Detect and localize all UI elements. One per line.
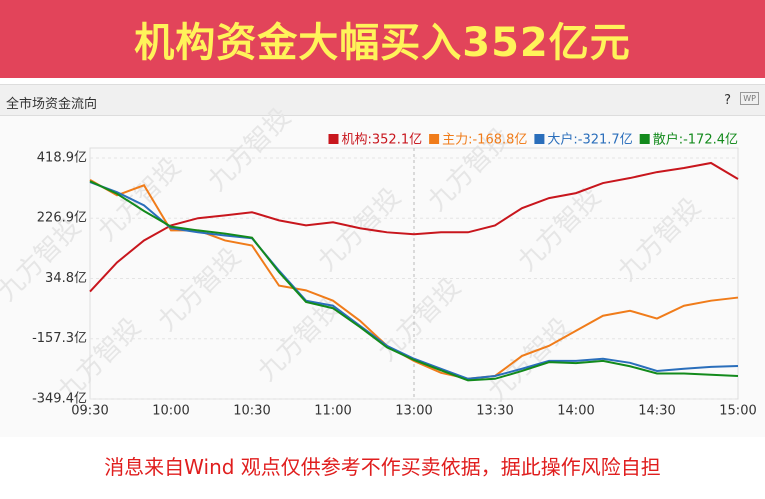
icon-button[interactable]: WP (740, 92, 759, 105)
x-tick-label: 13:30 (476, 404, 513, 419)
y-tick-label: -157.3亿 (32, 331, 87, 346)
legend-swatch (639, 134, 650, 144)
watermark: 九方智投 (482, 312, 577, 407)
y-tick-label: 34.8亿 (45, 271, 87, 286)
legend-label: 大户:-321.7亿 (547, 132, 632, 148)
series-line (89, 161, 739, 293)
footer-text: 消息来自Wind 观点仅供参考不作买卖依据，据此操作风险自担 (104, 454, 661, 479)
x-tick-label: 14:00 (557, 404, 594, 419)
y-tick-label: 418.9亿 (37, 151, 87, 166)
chart: 九方智投九方智投九方智投九方智投九方智投九方智投九方智投九方智投九方智投九方智投… (0, 102, 757, 419)
x-tick-label: 09:30 (71, 404, 108, 419)
watermark: 九方智投 (612, 192, 707, 287)
legend-label: 机构:352.1亿 (342, 133, 423, 148)
watermark: 九方智投 (312, 182, 407, 277)
watermark: 九方智投 (202, 102, 297, 197)
watermark: 九方智投 (372, 272, 467, 367)
legend-label: 散户:-172.4亿 (653, 132, 738, 148)
legend-label: 主力:-168.8亿 (442, 133, 527, 148)
series-line (89, 180, 739, 382)
legend-swatch (534, 134, 545, 144)
y-tick-label: -349.4亿 (32, 392, 87, 407)
watermark: 九方智投 (152, 242, 247, 337)
help-button[interactable]: ? (724, 93, 731, 108)
x-tick-label: 11:00 (314, 404, 351, 419)
x-tick-label: 15:00 (719, 404, 756, 419)
series-line (89, 181, 739, 380)
x-tick-label: 13:00 (395, 404, 432, 419)
banner-title: 机构资金大幅买入352亿元 (0, 0, 765, 78)
y-tick-label: 226.9亿 (37, 211, 87, 226)
legend-swatch (328, 134, 339, 144)
x-tick-label: 14:30 (638, 404, 675, 419)
watermark: 九方智投 (92, 152, 187, 247)
watermark: 九方智投 (0, 212, 87, 307)
panel: 全市场资金流向 ? WP (0, 84, 765, 437)
x-tick-label: 10:30 (233, 404, 270, 419)
legend-swatch (429, 134, 440, 144)
panel-header: 全市场资金流向 ? WP (0, 85, 765, 116)
panel-title: 全市场资金流向 (6, 97, 98, 112)
x-tick-label: 10:00 (152, 404, 189, 419)
